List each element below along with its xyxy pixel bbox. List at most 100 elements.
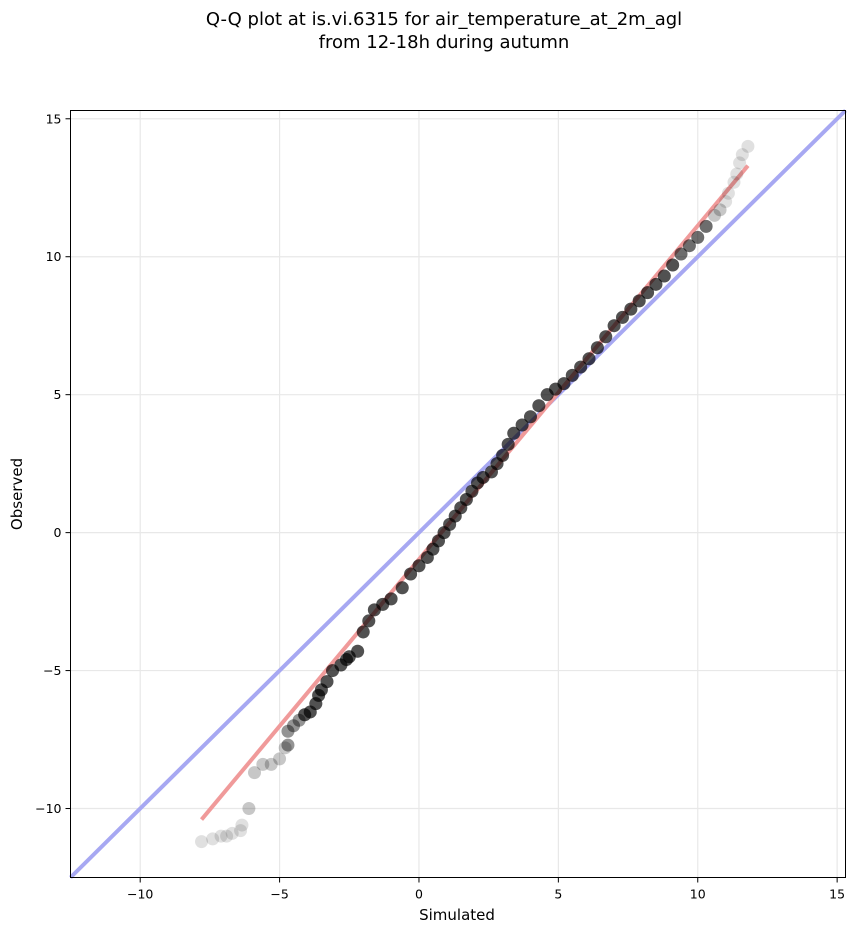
quantile-point (719, 195, 733, 209)
quantile-point (412, 559, 426, 573)
quantile-point (376, 597, 390, 611)
quantile-point (334, 658, 348, 672)
quantile-point (431, 534, 445, 548)
quantile-point (459, 493, 473, 507)
quantile-point (582, 352, 596, 366)
quantile-point (342, 650, 356, 664)
identity-line-layer (69, 109, 847, 879)
quantile-point (312, 688, 326, 702)
quantile-point (334, 658, 348, 672)
quantile-point (287, 719, 301, 733)
chart-title-line1: Q-Q plot at is.vi.6315 for air_temperatu… (206, 9, 682, 30)
quantile-point (649, 277, 663, 291)
quantile-point (607, 319, 621, 333)
quantile-point (412, 559, 426, 573)
quantile-point (326, 664, 340, 678)
quantile-point (320, 675, 334, 689)
quantile-point (309, 697, 323, 711)
fit-line (199, 164, 750, 821)
x-tick-label: 5 (554, 887, 562, 902)
x-axis-label: Simulated (419, 906, 495, 924)
quantile-point (691, 230, 705, 244)
grid-lines (70, 110, 846, 878)
quantile-point (666, 258, 680, 272)
quantile-point (733, 156, 747, 170)
quantile-point (314, 683, 328, 697)
quantile-point (641, 286, 655, 300)
quantile-point (342, 650, 356, 664)
quantile-point (657, 269, 671, 283)
y-tick-label: −5 (43, 663, 61, 678)
quantile-point (195, 835, 209, 849)
quantile-point (465, 484, 479, 498)
quantile-point (395, 581, 409, 595)
quantile-point (437, 526, 451, 540)
quantile-point (395, 581, 409, 595)
quantile-point (649, 277, 663, 291)
y-tick-label: −10 (35, 801, 61, 816)
x-tick-label: −10 (127, 887, 153, 902)
quantile-point (727, 175, 741, 189)
quantile-point (471, 476, 485, 490)
quantile-point (515, 418, 529, 432)
y-tick-label: 10 (46, 249, 62, 264)
quantile-point (234, 824, 248, 838)
tick-marks: −10 −5 0 5 10 15 −10 −5 0 5 10 15 (35, 111, 845, 901)
quantile-point (298, 708, 312, 722)
quantile-point (312, 688, 326, 702)
quantile-point (420, 550, 434, 564)
quantile-point (420, 550, 434, 564)
quantile-point (235, 818, 249, 832)
quantile-point (426, 542, 440, 556)
quantile-point (549, 382, 563, 396)
quantile-point (273, 752, 287, 766)
y-tick-label: 15 (46, 111, 62, 126)
identity-line (69, 109, 847, 879)
y-tick-label: 0 (54, 525, 62, 540)
quantile-point (281, 724, 295, 738)
quantile-point (384, 592, 398, 606)
quantile-point (242, 802, 256, 816)
quantile-point (657, 269, 671, 283)
quantile-point (247, 766, 261, 780)
quantile-point (632, 294, 646, 308)
x-tick-label: 10 (690, 887, 706, 902)
quantile-point (220, 829, 234, 843)
x-tick-label: −5 (270, 887, 288, 902)
quantile-point (326, 664, 340, 678)
quantile-point (314, 683, 328, 697)
quantile-point (501, 437, 515, 451)
quantile-point (549, 382, 563, 396)
quantile-point (292, 713, 306, 727)
x-tick-label: 0 (415, 887, 423, 902)
quantile-point (615, 310, 629, 324)
quantile-point (214, 829, 228, 843)
quantile-point (281, 738, 295, 752)
quantile-point (471, 476, 485, 490)
quantile-point (384, 592, 398, 606)
quantile-point (431, 534, 445, 548)
quantile-point (362, 614, 376, 628)
quantile-point (674, 247, 688, 261)
quantile-point (278, 741, 292, 755)
quantile-point (582, 352, 596, 366)
quantile-point (735, 148, 749, 162)
plot-frame (70, 110, 846, 878)
quantile-point (376, 597, 390, 611)
quantile-point (496, 448, 510, 462)
quantile-point (691, 230, 705, 244)
quantile-point (264, 757, 278, 771)
quantile-point (523, 410, 537, 424)
quantile-point (448, 509, 462, 523)
quantile-point (351, 644, 365, 658)
quantile-point (356, 625, 370, 639)
quantile-point (454, 501, 468, 515)
quantile-point (303, 705, 317, 719)
quantile-point (666, 258, 680, 272)
quantile-point (303, 705, 317, 719)
quantile-point (699, 219, 713, 233)
quantile-point (741, 139, 755, 153)
quantile-point (465, 484, 479, 498)
quantile-point (356, 625, 370, 639)
